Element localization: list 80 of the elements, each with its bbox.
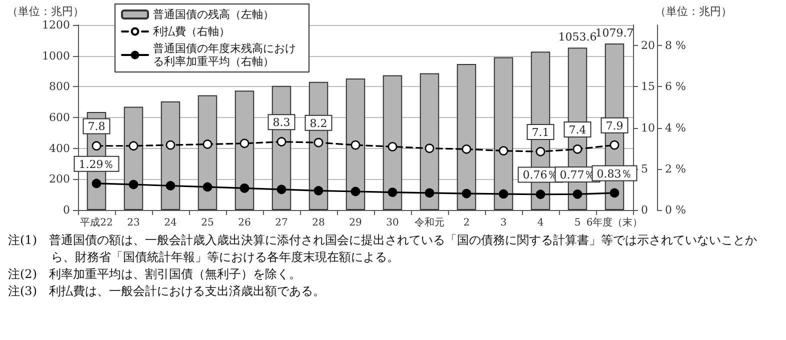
point	[424, 188, 434, 198]
point	[350, 140, 360, 150]
y-tick-label: 0	[63, 204, 70, 216]
data-label: 1053.6	[558, 30, 597, 44]
y3-tick-label: 4 %	[665, 121, 686, 134]
data-label: 7.4	[568, 124, 586, 137]
y-tick-label: 800	[49, 80, 70, 94]
data-label: 8.2	[310, 116, 328, 130]
x-tick-label: 3	[500, 218, 507, 228]
y-tick-label: 1000	[42, 49, 70, 62]
point	[388, 188, 398, 197]
data-label: 7.9	[606, 119, 624, 132]
point	[424, 144, 434, 153]
y2-tick-label: 5	[641, 162, 648, 176]
y2-tick-label: 15	[641, 80, 655, 94]
y2-tick-label: 0	[641, 204, 648, 216]
point	[462, 144, 472, 154]
x-tick-label: 25	[201, 218, 214, 228]
point	[314, 186, 324, 196]
x-tick-label: 29	[349, 218, 362, 228]
point	[166, 181, 176, 190]
y2-tick-label: 10	[641, 121, 655, 134]
data-label: 0.83％	[596, 167, 632, 180]
x-tick-label: 5	[574, 218, 581, 228]
point	[240, 184, 250, 193]
point	[166, 140, 176, 150]
y2-axis-title: （単位：兆円）	[655, 5, 732, 18]
point	[498, 146, 508, 156]
y-axis-title: （単位：兆円）	[7, 5, 84, 18]
y3-tick-label: 2 %	[665, 162, 686, 176]
point	[388, 142, 398, 152]
y-tick-label: 1200	[42, 18, 70, 32]
x-tick-label: 30	[386, 218, 399, 228]
legend-label: 普通国債の残高（左軸）	[153, 8, 274, 21]
point	[350, 186, 360, 196]
point	[572, 144, 582, 154]
point	[92, 178, 102, 188]
y-tick-label: 400	[49, 142, 70, 155]
point	[202, 182, 212, 192]
text: 注(1) 普通国債の額は、一般会計歳入歳出決算に添付され国会に提出されている「国の債務に関する計算書」等では示されていないことから、財務省「国債統計年報」等における各年度末現在額による。	[8, 232, 758, 266]
point	[572, 190, 582, 199]
point	[536, 190, 546, 200]
data-label: 1079.7	[595, 26, 634, 40]
x-tick-label: 平成22	[80, 216, 113, 228]
point	[610, 188, 620, 198]
point	[536, 146, 546, 156]
data-label: 7.8	[88, 120, 106, 134]
data-label: 1.29％	[78, 158, 114, 171]
x-tick-label: 26	[238, 218, 251, 228]
point	[610, 140, 620, 150]
point	[92, 141, 102, 151]
data-label: 7.1	[532, 126, 550, 139]
y-tick-label: 600	[49, 111, 70, 124]
y3-tick-label: 6 %	[665, 80, 686, 94]
x-tick-label: 24	[164, 218, 177, 228]
point	[314, 138, 324, 148]
x-tick-label: 27	[275, 218, 288, 228]
text: 注(3) 利払費は、一般会計における支出済歳出額である。	[8, 283, 326, 300]
point	[240, 138, 250, 148]
x-tick-label: 2	[463, 218, 470, 228]
text: 注(2) 利率加重平均は、割引国債（無利子）を除く。	[8, 266, 302, 283]
x-tick-label: 令和元	[414, 216, 444, 228]
y-tick-label: 200	[49, 172, 70, 186]
point	[128, 180, 138, 190]
y2-tick-label: 20	[641, 39, 655, 52]
point	[498, 189, 508, 199]
x-tick-label: 23	[127, 218, 140, 228]
point	[276, 137, 286, 146]
legend-label: 利払費（右軸）	[153, 25, 230, 38]
point	[276, 184, 286, 194]
y3-tick-label: 8 %	[665, 39, 686, 52]
point	[462, 188, 472, 198]
point	[202, 140, 212, 149]
x-tick-label: 6年度（末）	[586, 216, 643, 228]
x-tick-label: 28	[312, 218, 325, 228]
legend-label: 普通国債の年度末残高における利率加重平均（右軸）	[153, 42, 296, 68]
data-label: 8.3	[272, 116, 290, 130]
point	[128, 141, 138, 151]
y3-tick-label: 0 %	[665, 204, 686, 216]
x-tick-label: 4	[537, 218, 544, 228]
